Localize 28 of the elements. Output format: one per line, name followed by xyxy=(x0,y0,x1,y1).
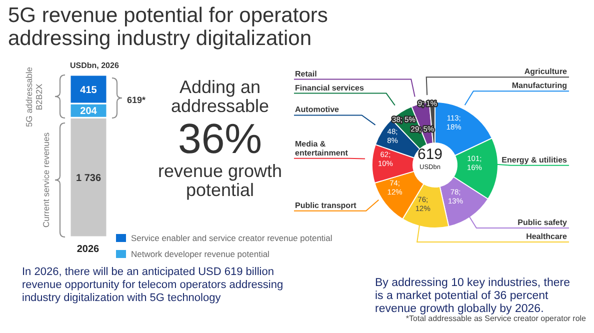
slice-label: Manufacturing xyxy=(512,81,568,90)
text: 5G revenue potential for operators addressing industry digitalization xyxy=(8,4,329,50)
text: USDbn, 2026 xyxy=(70,61,119,70)
text: 36% xyxy=(176,115,264,162)
text: By addressing 10 key industries, there is a market potential of 36 percent revenue growth globally by 2026. xyxy=(375,277,571,315)
slice-label: Energy & utilities xyxy=(502,155,568,164)
text: 619 xyxy=(416,146,444,163)
slice-label: Media & entertainment xyxy=(295,139,348,158)
slice-label: Agriculture xyxy=(524,67,568,76)
text: 619* xyxy=(127,95,146,105)
data-label: 1 736 xyxy=(76,172,102,184)
legend-label: Network developer revenue potential xyxy=(131,249,270,259)
text: *Total addressable as Service creator operator role xyxy=(406,314,586,323)
slice-label: Public transport xyxy=(295,200,357,210)
data-label: 204 xyxy=(80,106,98,118)
slice-label: Retail xyxy=(295,69,317,78)
slice-label: Healthcare xyxy=(526,232,568,242)
slice-label: Public safety xyxy=(518,218,568,228)
slice-label: Automotive xyxy=(295,105,340,114)
text: Current service revenues xyxy=(41,132,51,228)
text: 5G addressable B2B2X xyxy=(24,66,44,128)
x-tick-label: 2026 xyxy=(76,244,100,256)
slice-label: Financial services xyxy=(295,83,364,92)
text: revenue growth potential xyxy=(156,161,284,200)
text: In 2026, there will be an anticipated USD 619 billion revenue opportunity for telecom operators addressing industry digitalization with 5G technology xyxy=(22,266,284,305)
text: Adding an addressable xyxy=(170,77,270,116)
data-label: 415 xyxy=(80,84,98,96)
legend-label: Service enabler and service creator revenue potential xyxy=(131,233,332,243)
